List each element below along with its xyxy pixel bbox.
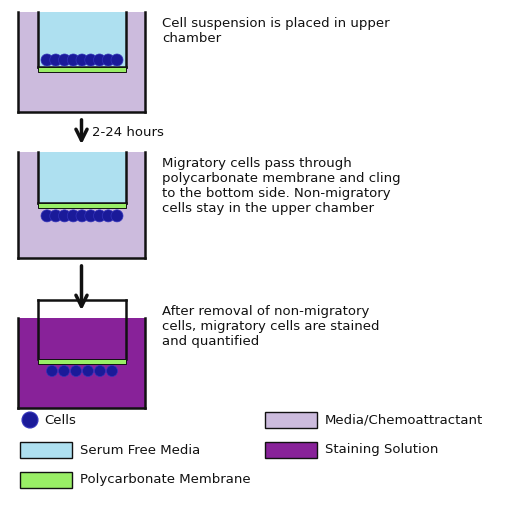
Text: Migratory cells pass through
polycarbonate membrane and cling
to the bottom side: Migratory cells pass through polycarbona…: [162, 157, 401, 215]
Circle shape: [95, 366, 105, 376]
Bar: [18, 318, 145, 408]
Circle shape: [94, 54, 105, 66]
Circle shape: [102, 54, 114, 66]
Circle shape: [111, 54, 123, 66]
Circle shape: [50, 210, 62, 222]
Text: Cell suspension is placed in upper
chamber: Cell suspension is placed in upper chamb…: [162, 17, 389, 45]
Text: Serum Free Media: Serum Free Media: [80, 444, 200, 456]
Bar: [20, 472, 72, 488]
Circle shape: [50, 54, 62, 66]
Circle shape: [22, 412, 38, 428]
Text: 2-24 hours: 2-24 hours: [92, 126, 163, 138]
Circle shape: [102, 210, 114, 222]
Bar: [265, 412, 317, 428]
Circle shape: [94, 210, 105, 222]
Circle shape: [85, 54, 97, 66]
Text: Staining Solution: Staining Solution: [325, 444, 438, 456]
Bar: [38, 67, 126, 72]
Bar: [265, 442, 317, 458]
Bar: [38, 358, 126, 364]
Text: Polycarbonate Membrane: Polycarbonate Membrane: [80, 473, 251, 487]
Text: After removal of non-migratory
cells, migratory cells are stained
and quantified: After removal of non-migratory cells, mi…: [162, 305, 379, 348]
Bar: [18, 152, 145, 258]
Bar: [38, 152, 126, 203]
Text: Cells: Cells: [44, 413, 76, 427]
Circle shape: [82, 366, 94, 376]
Circle shape: [111, 210, 123, 222]
Circle shape: [71, 366, 81, 376]
Circle shape: [41, 54, 53, 66]
Circle shape: [59, 366, 70, 376]
Circle shape: [76, 54, 88, 66]
Bar: [38, 12, 126, 67]
Circle shape: [41, 210, 53, 222]
Circle shape: [67, 54, 79, 66]
Bar: [38, 203, 126, 208]
Circle shape: [85, 210, 97, 222]
Text: Media/Chemoattractant: Media/Chemoattractant: [325, 413, 483, 427]
Circle shape: [46, 366, 57, 376]
Circle shape: [59, 210, 71, 222]
Circle shape: [67, 210, 79, 222]
Circle shape: [59, 54, 71, 66]
Bar: [18, 12, 145, 112]
Circle shape: [76, 210, 88, 222]
Bar: [20, 442, 72, 458]
Circle shape: [106, 366, 118, 376]
